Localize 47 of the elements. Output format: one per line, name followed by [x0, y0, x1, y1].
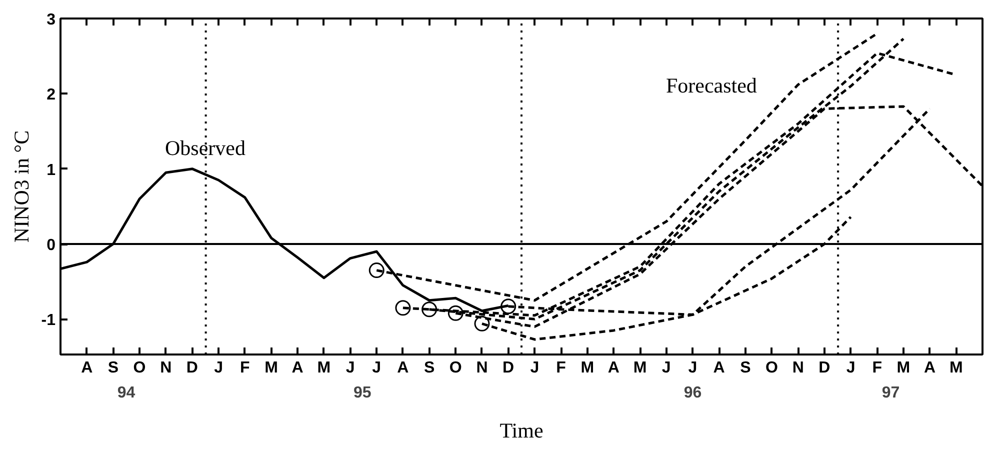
y-tick-label: 2: [46, 86, 56, 104]
y-tick-label: -1: [41, 312, 56, 330]
x-tick-label: F: [240, 360, 250, 376]
y-tick-label: 0: [46, 237, 56, 254]
y-axis-title: NINO3 in °C: [9, 130, 34, 243]
x-tick-label: J: [662, 360, 671, 376]
x-tick-label: M: [317, 360, 331, 376]
x-tick-label: D: [502, 360, 514, 376]
x-tick-label: O: [766, 360, 778, 376]
x-tick-label: S: [740, 360, 752, 376]
x-tick-label: M: [896, 360, 910, 376]
x-tick-label: J: [530, 360, 540, 376]
x-tick-label: M: [633, 360, 647, 376]
x-tick-label: F: [556, 360, 566, 376]
x-tick-label: A: [713, 360, 726, 376]
x-tick-label: A: [397, 360, 410, 376]
x-tick-label: M: [949, 360, 963, 376]
x-tick-label: O: [133, 360, 146, 376]
y-tick-label: 3: [46, 12, 56, 28]
x2-tick-label: 94: [117, 384, 136, 402]
x-tick-label: N: [476, 360, 488, 376]
x-tick-label: S: [108, 360, 119, 376]
x-tick-label: S: [424, 360, 435, 376]
x-tick-label: J: [372, 360, 382, 376]
x-tick-label: J: [214, 360, 224, 376]
x-tick-label: A: [292, 360, 304, 376]
x-tick-label: M: [580, 360, 594, 376]
x-tick-label: J: [846, 360, 856, 376]
x-tick-label: N: [792, 360, 804, 376]
x-tick-label: A: [924, 360, 936, 376]
x-tick-label: M: [264, 360, 278, 376]
x2-tick-label: 96: [684, 384, 702, 402]
x-tick-label: N: [160, 360, 172, 376]
x-tick-label: A: [81, 360, 94, 376]
x-tick-label: J: [688, 360, 698, 376]
x-tick-label: F: [872, 360, 882, 376]
x-tick-label: D: [818, 360, 830, 376]
x2-tick-label: 95: [353, 384, 372, 402]
x-tick-label: D: [186, 360, 198, 376]
x-axis-title: Time: [500, 418, 544, 442]
x2-tick-label: 97: [882, 384, 900, 402]
y-tick-label: 1: [46, 162, 56, 179]
annotation: Observed: [165, 136, 246, 160]
x-tick-label: O: [449, 360, 462, 376]
x-tick-label: J: [346, 360, 355, 376]
annotation: Forecasted: [666, 74, 758, 98]
x-tick-label: A: [608, 360, 620, 376]
